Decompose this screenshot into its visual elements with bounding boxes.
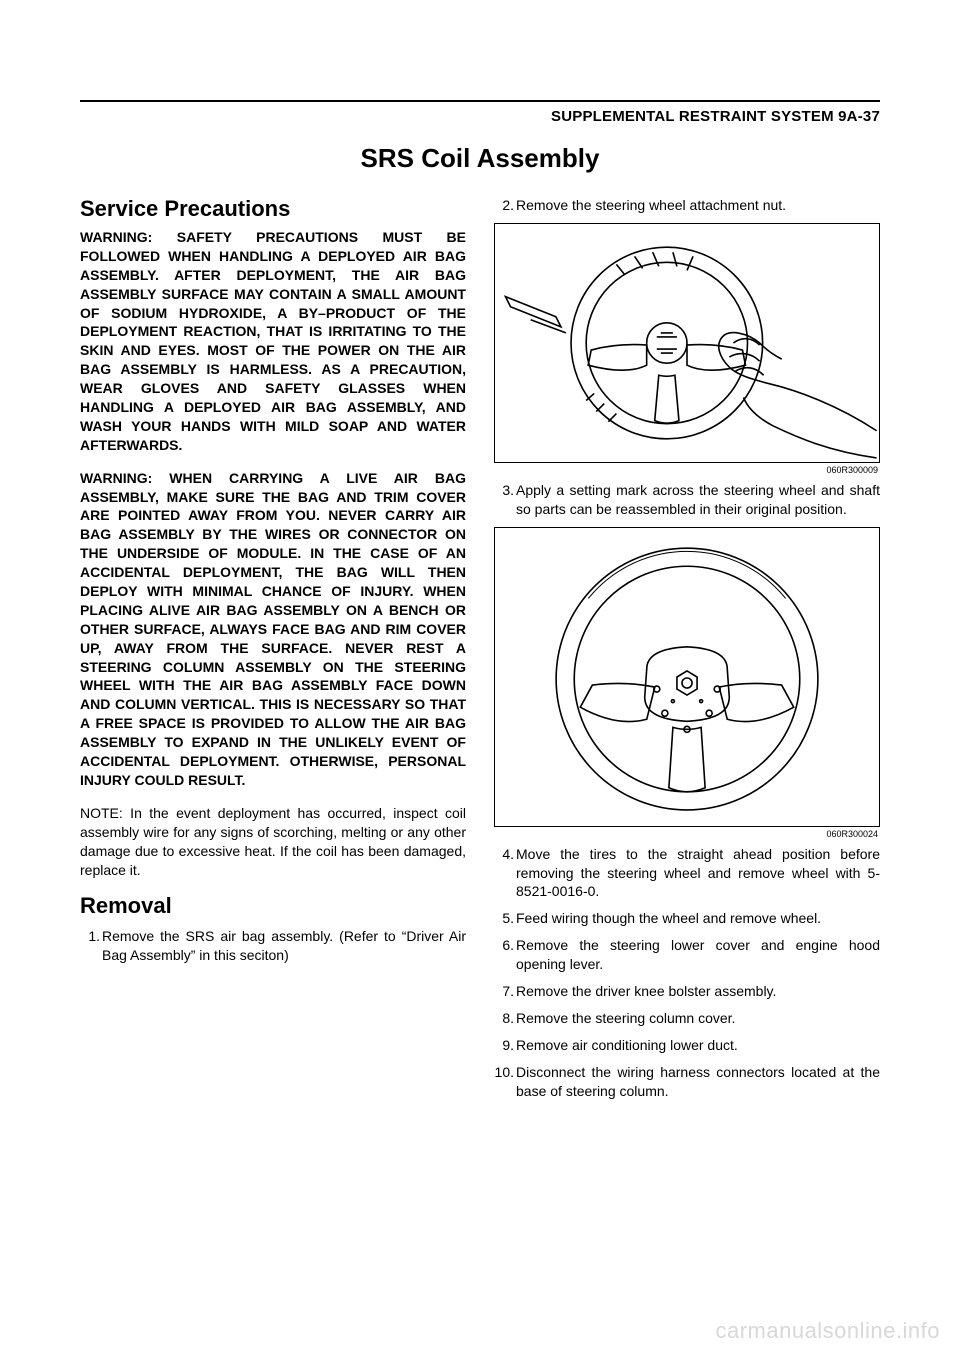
header-section-label: SUPPLEMENTAL RESTRAINT SYSTEM 9A-37	[80, 108, 880, 125]
step-text: Remove the SRS air bag assembly. (Refer …	[102, 928, 466, 963]
page-title: SRS Coil Assembly	[80, 143, 880, 174]
step-number: 5.	[494, 909, 514, 928]
left-column: Service Precautions WARNING: SAFETY PREC…	[80, 196, 466, 1108]
step-10: 10. Disconnect the wiring harness connec…	[494, 1063, 880, 1101]
removal-steps-right-c: 4. Move the tires to the straight ahead …	[494, 845, 880, 1101]
step-number: 4.	[494, 845, 514, 864]
steering-wheel-remove-nut-icon	[495, 224, 879, 462]
figure-1	[494, 223, 880, 463]
step-number: 1.	[80, 927, 100, 946]
figure-2-id: 060R300024	[494, 829, 878, 839]
step-text: Move the tires to the straight ahead pos…	[516, 846, 880, 900]
watermark: carmanualsonline.info	[715, 1318, 940, 1344]
step-number: 10.	[494, 1063, 514, 1082]
step-number: 2.	[494, 196, 514, 215]
step-text: Feed wiring though the wheel and remove …	[516, 910, 821, 926]
warning-1: WARNING: SAFETY PRECAUTIONS MUST BE FOLL…	[80, 228, 466, 455]
step-7: 7. Remove the driver knee bolster assemb…	[494, 982, 880, 1001]
step-text: Remove the driver knee bolster assembly.	[516, 983, 776, 999]
header-rule	[80, 100, 880, 102]
step-text: Apply a setting mark across the steering…	[516, 482, 880, 517]
step-2: 2. Remove the steering wheel attachment …	[494, 196, 880, 215]
right-column: 2. Remove the steering wheel attachment …	[494, 196, 880, 1108]
step-number: 8.	[494, 1009, 514, 1028]
note-text: NOTE: In the event deployment has occurr…	[80, 804, 466, 880]
step-1: 1. Remove the SRS air bag assembly. (Ref…	[80, 927, 466, 965]
step-text: Remove the steering wheel attachment nut…	[516, 197, 786, 213]
step-number: 3.	[494, 481, 514, 500]
step-text: Remove air conditioning lower duct.	[516, 1037, 738, 1053]
step-3: 3. Apply a setting mark across the steer…	[494, 481, 880, 519]
step-4: 4. Move the tires to the straight ahead …	[494, 845, 880, 902]
step-text: Remove the steering column cover.	[516, 1010, 735, 1026]
step-number: 7.	[494, 982, 514, 1001]
warning-2: WARNING: WHEN CARRYING A LIVE AIR BAG AS…	[80, 469, 466, 790]
step-6: 6. Remove the steering lower cover and e…	[494, 936, 880, 974]
step-9: 9. Remove air conditioning lower duct.	[494, 1036, 880, 1055]
step-5: 5. Feed wiring though the wheel and remo…	[494, 909, 880, 928]
two-column-layout: Service Precautions WARNING: SAFETY PREC…	[80, 196, 880, 1108]
removal-heading: Removal	[80, 893, 466, 919]
removal-steps-right-b: 3. Apply a setting mark across the steer…	[494, 481, 880, 519]
step-text: Disconnect the wiring harness connectors…	[516, 1064, 880, 1099]
removal-steps-right-a: 2. Remove the steering wheel attachment …	[494, 196, 880, 215]
figure-2	[494, 527, 880, 827]
page: SUPPLEMENTAL RESTRAINT SYSTEM 9A-37 SRS …	[0, 0, 960, 1358]
service-precautions-heading: Service Precautions	[80, 196, 466, 222]
step-text: Remove the steering lower cover and engi…	[516, 937, 880, 972]
step-number: 9.	[494, 1036, 514, 1055]
steering-wheel-front-icon	[495, 528, 879, 826]
removal-steps-left: 1. Remove the SRS air bag assembly. (Ref…	[80, 927, 466, 965]
step-8: 8. Remove the steering column cover.	[494, 1009, 880, 1028]
step-number: 6.	[494, 936, 514, 955]
figure-1-id: 060R300009	[494, 465, 878, 475]
